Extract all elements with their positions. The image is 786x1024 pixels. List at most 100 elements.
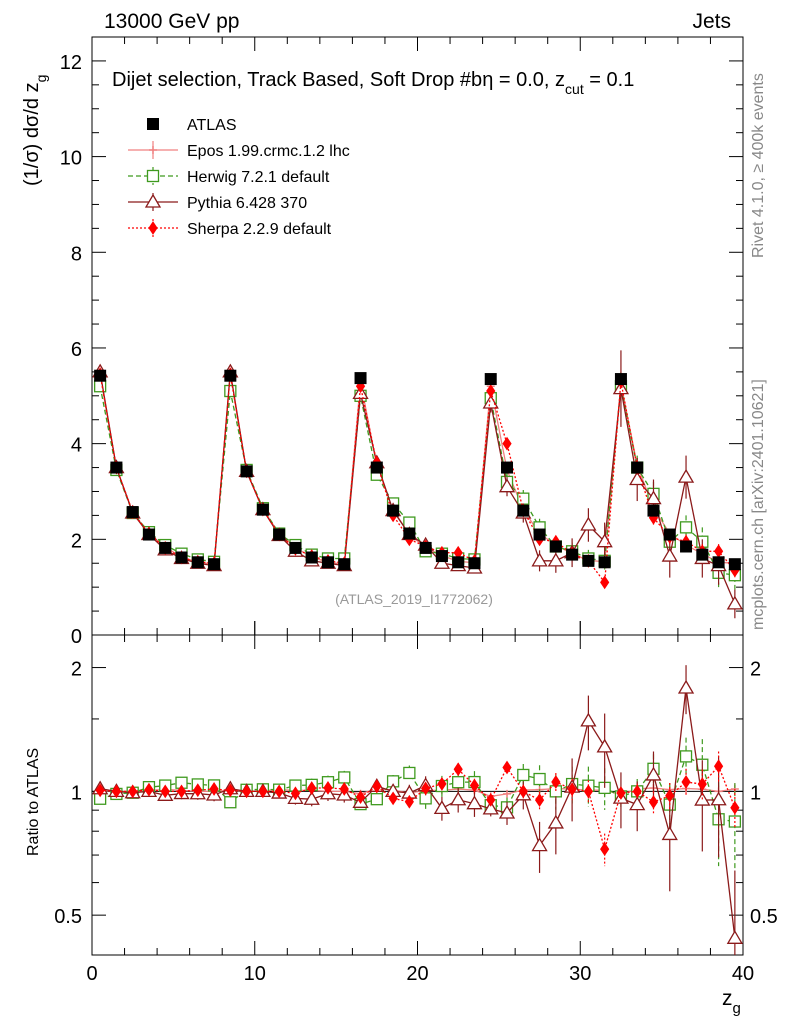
ratio-y-tick-label-right: 0.5 [750,906,778,928]
pythia-point [433,554,451,569]
pythia-ratio-point [433,800,451,815]
sherpa-ratio-point [437,777,447,791]
sherpa-ratio-point [176,784,187,799]
pythia-ratio-point [726,930,743,944]
atlas-data-series [94,369,741,571]
ratio-panel-frame [91,634,744,956]
pythia-ratio-point [531,837,548,852]
atlas-point [273,528,286,541]
herwig-ratio-point [452,776,465,789]
atlas-point [598,556,611,569]
sherpa-ratio-point [307,781,317,795]
pythia-ratio-point [596,738,613,753]
pythia-ratio-point [498,804,516,819]
atlas-point [614,373,627,386]
epos-ratio-point [503,789,512,798]
sherpa-ratio-point [713,759,724,774]
x-tick-label: 30 [569,963,591,985]
pythia-ratio-point [677,679,695,694]
sherpa-ratio-point [469,778,480,793]
sherpa-ratio-point [323,780,333,795]
pythia-ratio-point [303,790,320,805]
sherpa-ratio-point [209,782,219,796]
sherpa-point [486,384,496,398]
sherpa-line [99,374,736,585]
pythia-ratio-line [99,687,736,939]
rivet-label: Rivet 4.1.0, ≥ 400k events [750,73,767,258]
atlas-point [256,503,269,516]
legend-marker-herwig [146,169,160,183]
atlas-point [321,556,334,569]
sherpa-ratio-point [632,784,642,799]
herwig-ratio-point [517,768,530,782]
y-tick-label: 4 [71,435,82,457]
sherpa-ratio-point [502,760,512,775]
x-tick-label: 40 [732,963,754,985]
pythia-point [531,552,548,567]
sherpa-ratio-point [583,784,593,799]
sherpa-ratio-point [111,784,122,799]
herwig-ratio-point [224,796,237,809]
herwig-ratio-line [99,755,735,823]
pythia-ratio-point [580,712,597,727]
pythia-ratio-point [645,766,662,781]
sherpa-ratio-point [144,782,154,797]
pythia-ratio-series [92,665,743,955]
herwig-ratio-point [533,772,546,786]
herwig-point [679,521,693,534]
legend-marker-epos [149,146,157,154]
atlas-point [110,461,123,474]
sherpa-ratio-point [486,793,496,807]
sherpa-ratio-point [567,782,577,797]
sherpa-ratio-point [697,777,707,791]
atlas-point [387,504,400,517]
herwig-ratio-point [338,771,351,784]
atlas-point [728,558,741,571]
sherpa-ratio-series [95,751,740,867]
atlas-point [94,369,107,382]
x-axis-label: zg [722,987,741,1017]
analysis-id: (ATLAS_2019_I1772062) [335,591,493,607]
atlas-point [305,551,318,564]
atlas-point [208,558,221,571]
energy-label: 13000 GeV pp [104,10,239,33]
legend-label-sherpa: Sherpa 2.2.9 default [187,221,332,238]
ratio-y-tick-label: 0.5 [54,906,82,928]
sherpa-ratio-point [339,782,349,796]
sherpa-ratio-point [242,784,252,799]
pythia-ratio-point [710,791,727,806]
atlas-point [501,461,514,474]
main-plot-area [92,350,743,619]
sherpa-ratio-point [404,794,414,809]
sherpa-ratio-point [421,781,431,796]
y-axis-label-ratio: Ratio to ATLAS [25,748,42,856]
atlas-point [370,461,383,474]
sherpa-point [502,436,512,451]
herwig-ratio-series [93,737,742,871]
x-tick-label: 20 [406,963,428,985]
legend-marker-sherpa [148,221,158,235]
atlas-point [468,557,481,570]
category-label: Jets [692,10,731,33]
sherpa-ratio-point [95,783,105,798]
atlas-point [582,554,595,567]
sherpa-ratio-point [518,784,528,799]
herwig-point [517,492,530,505]
pythia-ratio-point [661,826,678,841]
chart-title: Dijet selection, Track Based, Soft Drop … [112,69,634,97]
sherpa-ratio-point [648,795,659,809]
atlas-point [631,461,644,474]
sherpa-ratio-point [290,786,301,801]
sherpa-ratio-point [355,790,366,805]
pythia-point [645,490,662,505]
mcplots-label: mcplots.cern.ch [arXiv:2401.10621] [750,379,767,630]
sherpa-ratio-point [193,783,203,798]
y-tick-label: 12 [60,52,82,74]
herwig-point [93,380,107,393]
legend-label-epos: Epos 1.99.crmc.1.2 lhc [187,143,350,160]
pythia-point [677,468,695,483]
ratio-y-tick-label: 2 [71,659,82,681]
pythia-point [726,595,743,610]
atlas-point [663,528,676,541]
pythia-point [482,394,499,409]
